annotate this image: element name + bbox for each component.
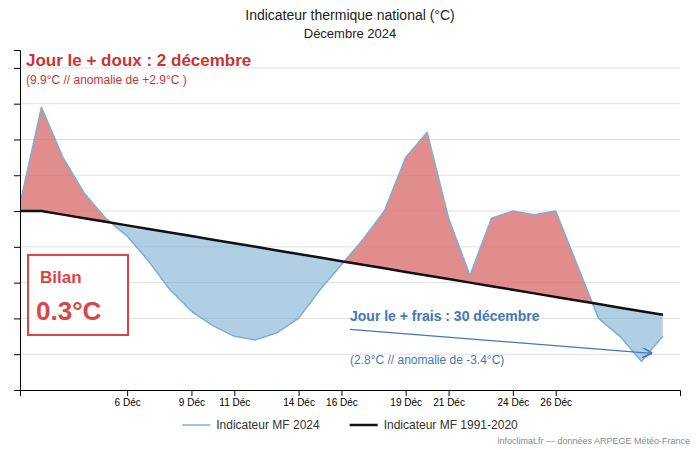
tick-mark xyxy=(556,390,557,396)
bilan-title: Bilan xyxy=(40,268,82,287)
cold-sub: (2.8°C // anomalie de -3.4°C) xyxy=(350,353,504,367)
tick-mark xyxy=(127,390,128,396)
tick-label: 16 Déc xyxy=(326,397,358,408)
plot-area xyxy=(20,107,663,361)
y-tick xyxy=(14,104,20,105)
legend-item: Indicateur MF 1991-2020 xyxy=(350,418,518,432)
legend: Indicateur MF 2024 Indicateur MF 1991-202… xyxy=(182,418,518,432)
tick-mark xyxy=(14,283,20,284)
y-tick xyxy=(14,175,20,176)
cold-fill xyxy=(20,107,663,361)
tick-mark xyxy=(14,211,20,212)
tick-label: 24 Déc xyxy=(498,397,530,408)
axis-line xyxy=(14,51,21,391)
tick-mark xyxy=(14,318,20,319)
cold-label: Jour le + frais : 30 décembre xyxy=(350,308,540,324)
cold-fill-group xyxy=(20,107,663,361)
arrow xyxy=(350,329,651,353)
y-tick xyxy=(14,139,20,140)
tick-mark xyxy=(513,390,514,396)
tick-mark xyxy=(14,247,20,248)
grid xyxy=(20,68,680,354)
x-tick: 14 Déc xyxy=(283,390,315,408)
x-tick: 21 Déc xyxy=(433,390,465,408)
tick-mark xyxy=(299,390,300,396)
x-tick: 24 Déc xyxy=(498,390,530,408)
chart-svg: 6 Déc 9 Déc 11 Déc 14 Déc 16 Déc 19 Déc 21 Déc… xyxy=(0,0,700,450)
tick-label: 26 Déc xyxy=(540,397,572,408)
legend-item: Indicateur MF 2024 xyxy=(182,418,320,432)
warm-fill-group xyxy=(20,107,663,361)
subtitle: Décembre 2024 xyxy=(304,26,397,41)
bilan-value: 0.3°C xyxy=(36,296,102,326)
bilan-box xyxy=(28,255,128,335)
footer: infoclimat.fr — données ARPEGE Météo-Fra… xyxy=(497,436,690,446)
y-tick xyxy=(14,283,20,284)
axis-line xyxy=(21,391,681,397)
x-tick: 26 Déc xyxy=(540,390,572,408)
tick-mark xyxy=(449,390,450,396)
tick-mark xyxy=(234,390,235,396)
x-tick: 9 Déc xyxy=(179,390,205,408)
grid-line xyxy=(20,103,680,104)
warm-sub: (9.9°C // anomalie de +2.9°C ) xyxy=(26,73,187,87)
grid-line xyxy=(20,246,680,247)
tick-label: 9 Déc xyxy=(179,397,205,408)
grid-line xyxy=(20,139,680,140)
x-axis: 6 Déc 9 Déc 11 Déc 14 Déc 16 Déc 19 Déc 21 Déc… xyxy=(21,390,681,408)
y-tick xyxy=(14,211,20,212)
tick-label: 14 Déc xyxy=(283,397,315,408)
chart: 6 Déc 9 Déc 11 Déc 14 Déc 16 Déc 19 Déc 21 Déc… xyxy=(0,0,700,450)
y-tick xyxy=(14,318,20,319)
tick-mark xyxy=(191,390,192,396)
grid-line xyxy=(20,175,680,176)
title: Indicateur thermique national (°C) xyxy=(245,7,454,23)
legend-swatch xyxy=(182,424,210,426)
x-tick: 19 Déc xyxy=(390,390,422,408)
series-line xyxy=(20,107,663,361)
grid-line xyxy=(20,211,680,212)
tick-mark xyxy=(14,139,20,140)
tick-mark xyxy=(14,68,20,69)
tick-mark xyxy=(341,390,342,396)
x-tick: 16 Déc xyxy=(326,390,358,408)
warm-fill xyxy=(20,107,663,361)
tick-mark xyxy=(14,175,20,176)
y-tick xyxy=(14,354,20,355)
legend-swatch xyxy=(350,424,378,427)
tick-mark xyxy=(14,104,20,105)
y-axis xyxy=(14,51,21,391)
tick-mark xyxy=(406,390,407,396)
y-tick xyxy=(14,68,20,69)
annotations: Jour le + doux : 2 décembre (9.9°C // ano… xyxy=(26,51,690,446)
legend-label: Indicateur MF 1991-2020 xyxy=(384,418,518,432)
x-tick: 6 Déc xyxy=(115,390,141,408)
tick-label: 11 Déc xyxy=(219,397,250,408)
tick-mark xyxy=(14,354,20,355)
legend-label: Indicateur MF 2024 xyxy=(216,418,320,432)
y-tick xyxy=(14,247,20,248)
tick-label: 6 Déc xyxy=(115,397,141,408)
tick-label: 21 Déc xyxy=(433,397,465,408)
x-tick: 11 Déc xyxy=(219,390,250,408)
tick-label: 19 Déc xyxy=(390,397,422,408)
warm-label: Jour le + doux : 2 décembre xyxy=(26,51,251,70)
